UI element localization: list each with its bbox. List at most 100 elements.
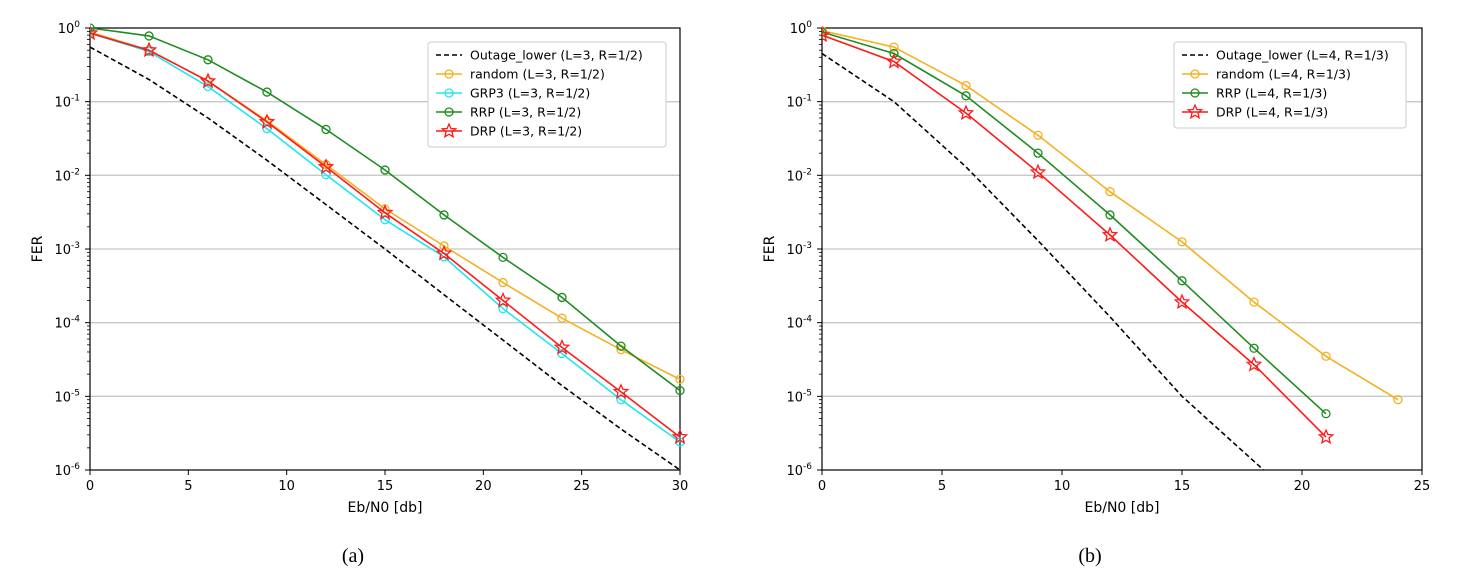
series-line [822, 31, 1327, 415]
legend-label: DRP (L=4, R=1/3) [1216, 105, 1328, 120]
y-axis-label: FER [30, 235, 46, 262]
data-point [961, 80, 971, 91]
y-tick-exponent: -1 [803, 94, 812, 104]
series-line [822, 29, 1399, 401]
data-point [889, 48, 899, 59]
y-tick-exponent: -2 [71, 167, 80, 177]
legend-label: RRP (L=3, R=1/2) [470, 105, 581, 120]
x-tick-label: 5 [938, 479, 946, 494]
y-tick-label: 10-6 [54, 462, 80, 479]
y-tick-label: 100 [58, 20, 81, 37]
y-axis-label: FER [762, 235, 778, 262]
x-tick-label: 20 [1294, 479, 1311, 494]
data-point [822, 26, 831, 43]
data-point [1321, 409, 1331, 419]
series-group [90, 23, 688, 470]
data-point [1177, 276, 1187, 286]
series-line [90, 27, 681, 392]
data-point [317, 158, 335, 174]
chart-a: 100 10-1 10-2 10-3 10-4 10-5 10-6 0 5 10 15 20 25 30 E… [30, 20, 688, 567]
y-tick-exponent: -4 [803, 315, 812, 325]
data-point [435, 244, 453, 261]
data-point [1101, 226, 1119, 242]
data-point [90, 23, 95, 33]
series-line [822, 52, 1265, 470]
y-tick-exponent: 0 [806, 20, 812, 30]
data-point [1105, 210, 1115, 220]
data-point [957, 104, 975, 121]
legend-item: RRP (L=3, R=1/2) [436, 105, 581, 120]
data-point [1105, 187, 1115, 197]
x-axis-label: Eb/N0 [db] [348, 500, 423, 516]
legend-label: random (L=4, R=1/3) [1216, 67, 1351, 82]
legend-item: DRP (L=4, R=1/3) [1182, 103, 1328, 120]
x-tick-label: 0 [86, 479, 94, 494]
data-point [140, 41, 158, 58]
x-axis-label: Eb/N0 [db] [1085, 500, 1160, 516]
data-point [1249, 343, 1259, 353]
data-point [144, 31, 154, 41]
y-tick-label: 10-5 [786, 388, 812, 405]
data-point [671, 428, 688, 445]
series-line [90, 32, 681, 443]
legend-item: GRP3 (L=3, R=1/2) [436, 86, 590, 101]
series-line [822, 34, 1327, 438]
y-tick-label: 10-1 [786, 94, 812, 111]
data-point [1033, 148, 1043, 158]
legend-label: random (L=3, R=1/2) [470, 67, 605, 82]
legend-marker [444, 107, 454, 117]
data-point [889, 42, 899, 52]
y-tick-exponent: -1 [71, 94, 80, 104]
legend-item: RRP (L=4, R=1/3) [1182, 86, 1327, 101]
y-tick-exponent: -5 [803, 388, 812, 398]
data-point [258, 113, 276, 129]
y-tick-exponent: -4 [71, 315, 80, 325]
data-point [199, 72, 217, 89]
data-point [961, 91, 971, 101]
y-tick-exponent: -5 [71, 388, 80, 398]
y-tick-exponent: -3 [803, 241, 812, 251]
data-point [90, 24, 99, 41]
y-tick-label: 10-2 [54, 167, 80, 184]
data-point [675, 385, 685, 396]
data-point [1321, 351, 1331, 361]
y-tick-label: 10-6 [786, 462, 812, 479]
y-tick-label: 100 [790, 20, 813, 37]
y-tick-label: 10-4 [786, 315, 812, 332]
data-point [822, 27, 827, 37]
y-tick-exponent: -3 [71, 241, 80, 251]
legend-marker [444, 69, 454, 79]
legend-marker [1190, 69, 1200, 79]
x-tick-label: 15 [1174, 479, 1191, 494]
y-tick-label: 10-2 [786, 167, 812, 184]
legend-item: random (L=4, R=1/3) [1182, 67, 1351, 82]
legend-item: Outage_lower (L=3, R=1/2) [436, 48, 643, 63]
x-tick-label: 10 [1054, 479, 1071, 494]
legend-label: Outage_lower (L=3, R=1/2) [470, 48, 643, 63]
legend-item: Outage_lower (L=4, R=1/3) [1182, 48, 1389, 63]
legend-label: DRP (L=3, R=1/2) [470, 124, 582, 139]
figure-caption: (b) [1078, 545, 1101, 567]
x-tick-label: 5 [184, 479, 192, 494]
x-tick-label: 25 [573, 479, 590, 494]
x-tick-label: 15 [377, 479, 394, 494]
data-point [498, 277, 508, 288]
legend-marker [440, 122, 458, 139]
data-point [203, 55, 213, 65]
x-tick-label: 30 [672, 479, 689, 494]
data-point [380, 165, 390, 175]
data-point [494, 291, 512, 308]
data-point [616, 341, 626, 351]
data-point [675, 374, 685, 385]
data-point [321, 124, 331, 135]
data-point [1177, 237, 1187, 247]
legend-box [427, 41, 667, 148]
data-point [557, 292, 567, 303]
data-point [262, 87, 272, 97]
data-point [376, 204, 394, 220]
series-line [90, 32, 681, 438]
axes-frame [89, 27, 681, 471]
data-point [498, 252, 508, 263]
y-tick-exponent: -6 [71, 462, 80, 472]
y-tick-exponent: -2 [803, 167, 812, 177]
